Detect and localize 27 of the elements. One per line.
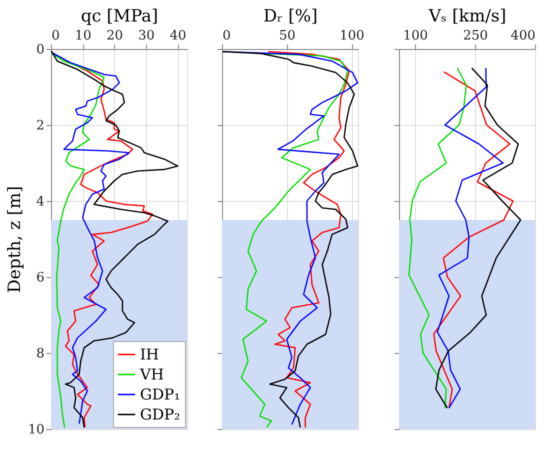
line-series bbox=[50, 52, 105, 428]
x-tick-label: 20 bbox=[106, 28, 124, 44]
x-tick-label: 0 bbox=[222, 28, 231, 44]
x-tick-label: 100 bbox=[403, 28, 428, 44]
x-tick-label: 400 bbox=[510, 28, 536, 44]
x-tick-label: 40 bbox=[170, 28, 186, 44]
legend-label: IH bbox=[140, 346, 160, 364]
x-tick-label: 50 bbox=[278, 28, 296, 44]
y-tick-label: 6 bbox=[36, 270, 44, 286]
y-tick-label: 4 bbox=[36, 194, 44, 210]
x-tick-label: 30 bbox=[138, 28, 155, 44]
y-tick-label: 0 bbox=[36, 42, 44, 58]
legend-label: GDP₂ bbox=[140, 406, 180, 424]
x-tick-label: 250 bbox=[463, 28, 488, 44]
line-series bbox=[52, 52, 130, 424]
x-tick-label: 100 bbox=[340, 28, 364, 44]
legend-label: GDP₁ bbox=[140, 386, 180, 404]
x-axis-title: Vₛ [km/s] bbox=[428, 6, 506, 26]
x-tick-label: 0 bbox=[52, 28, 60, 44]
y-tick-label: 8 bbox=[36, 346, 44, 362]
y-tick-label: 2 bbox=[36, 118, 44, 134]
x-axis-title: qc [MPa] bbox=[80, 6, 158, 26]
y-tick-label: 10 bbox=[28, 422, 44, 438]
x-axis-title: Dᵣ [%] bbox=[263, 6, 318, 26]
y-axis-title: Depth, z [m] bbox=[4, 186, 25, 293]
legend-label: VH bbox=[139, 366, 164, 384]
x-tick-label: 10 bbox=[74, 28, 92, 44]
